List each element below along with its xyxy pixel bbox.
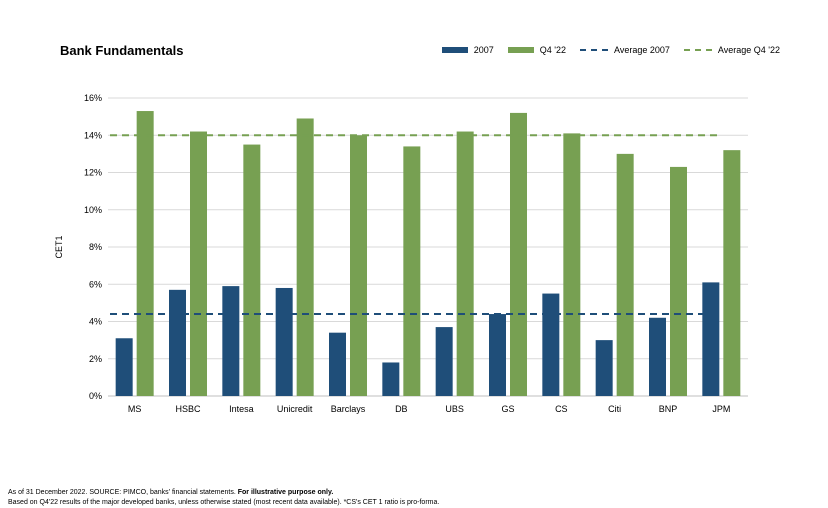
x-tick-label: Intesa	[229, 404, 254, 414]
bar-2007-intesa	[222, 286, 240, 396]
x-tick-label: Unicredit	[277, 404, 313, 414]
x-tick-label: DB	[395, 404, 408, 414]
x-tick-label: Citi	[608, 404, 621, 414]
chart-footer: As of 31 December 2022. SOURCE: PIMCO, b…	[8, 488, 439, 508]
legend-item-average-2007: Average 2007	[580, 45, 670, 55]
y-tick-label: 16%	[84, 93, 102, 103]
bar-2007-unicredit	[275, 287, 293, 396]
bar-2007-jpm	[702, 282, 720, 396]
chart-title: Bank Fundamentals	[60, 43, 184, 58]
legend-item-2007: 2007	[441, 45, 494, 55]
bar-q4-22-citi	[616, 153, 634, 396]
x-tick-label: Barclays	[331, 404, 366, 414]
x-tick-label: GS	[501, 404, 514, 414]
y-tick-label: 8%	[89, 242, 102, 252]
legend-swatch-2007	[441, 47, 468, 53]
bar-2007-cs	[542, 293, 560, 396]
bar-q4-22-hsbc	[190, 131, 207, 396]
x-tick-label: MS	[128, 404, 142, 414]
y-tick-label: 4%	[89, 317, 102, 327]
legend-label-average-2007: Average 2007	[614, 45, 670, 55]
bar-2007-barclays	[329, 332, 346, 396]
legend-swatch-q4-22	[507, 47, 534, 53]
bar-2007-ubs	[435, 327, 453, 396]
footer-line-1: As of 31 December 2022. SOURCE: PIMCO, b…	[8, 488, 439, 498]
bar-q4-22-cs	[563, 133, 581, 396]
bar-2007-hsbc	[169, 289, 186, 396]
legend-swatch-average-q4-22	[683, 49, 712, 51]
bar-q4-22-jpm	[723, 150, 741, 396]
x-tick-label: CS	[555, 404, 568, 414]
y-tick-label: 10%	[84, 205, 102, 215]
bar-q4-22-bnp	[670, 166, 687, 396]
footer-source: As of 31 December 2022. SOURCE: PIMCO, b…	[8, 489, 238, 496]
legend-label-average-q4-22: Average Q4 '22	[717, 45, 780, 55]
legend-label-q4-22: Q4 '22	[539, 45, 566, 55]
y-tick-label: 6%	[89, 279, 102, 289]
legend-item-q4-22: Q4 '22	[507, 45, 566, 55]
legend-item-average-q4-22: Average Q4 '22	[683, 45, 780, 55]
x-tick-label: JPM	[712, 404, 730, 414]
bar-2007-gs	[489, 314, 506, 396]
y-tick-label: 14%	[84, 130, 102, 140]
x-tick-label: HSBC	[175, 404, 201, 414]
legend-label-2007: 2007	[473, 45, 494, 55]
bar-q4-22-ms	[136, 111, 154, 396]
y-tick-label: 0%	[89, 391, 102, 401]
legend-swatch-average-2007	[580, 49, 608, 51]
bar-q4-22-intesa	[243, 144, 261, 396]
bar-2007-ms	[115, 338, 133, 396]
bar-q4-22-gs	[510, 112, 527, 397]
bar-q4-22-barclays	[350, 135, 367, 396]
bar-q4-22-ubs	[456, 131, 474, 396]
bar-2007-bnp	[649, 317, 666, 396]
x-tick-label: UBS	[445, 404, 464, 414]
chart-legend: 2007 Q4 '22 Average 2007 Average Q4 '22	[441, 45, 780, 55]
footer-disclaimer: For illustrative purpose only.	[237, 489, 334, 496]
y-tick-label: 12%	[84, 168, 102, 178]
y-tick-label: 2%	[89, 354, 102, 364]
y-axis-label: CET1	[54, 235, 64, 258]
bar-2007-db	[382, 362, 400, 396]
bar-q4-22-unicredit	[296, 118, 314, 397]
bar-chart: 0% 2% 4% 6% 8% 10% 12% 14% 16% CET1 MS HSBC Intesa Un…	[54, 93, 748, 414]
bar-q4-22-db	[403, 146, 421, 396]
footer-line-2: Based on Q4'22 results of the major deve…	[8, 499, 440, 506]
bar-2007-citi	[595, 340, 613, 396]
x-tick-label: BNP	[659, 404, 678, 414]
